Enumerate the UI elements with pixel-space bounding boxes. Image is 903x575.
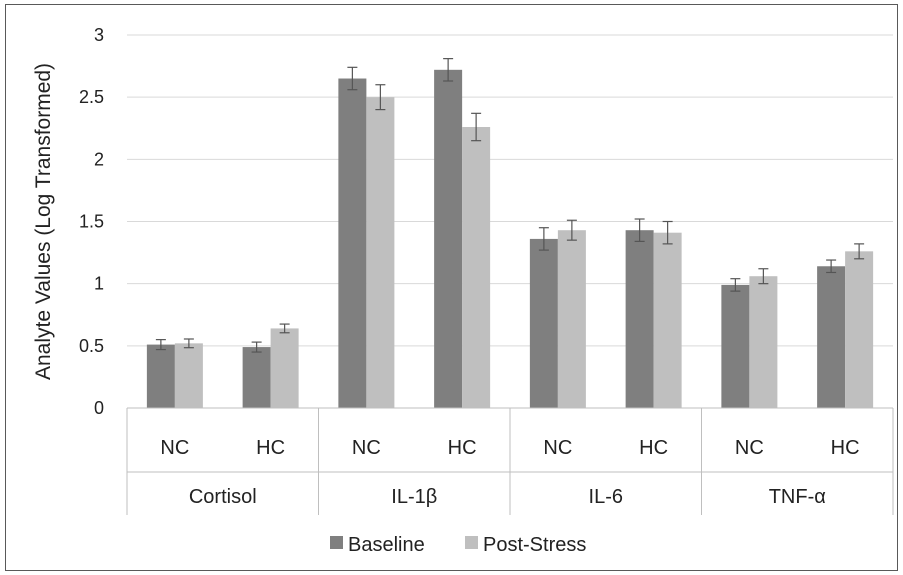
- x-category-label: HC: [448, 437, 477, 459]
- error-bar: [471, 112, 482, 142]
- y-tick-label: 0.5: [79, 336, 104, 356]
- x-group-label: Cortisol: [189, 486, 257, 508]
- error-bar: [758, 268, 769, 285]
- bars: [146, 69, 874, 409]
- error-bar: [826, 259, 837, 274]
- bar-baseline: [146, 344, 175, 408]
- bar-post-stress: [653, 232, 682, 408]
- x-category-label: NC: [735, 437, 764, 459]
- legend-label: Baseline: [348, 534, 425, 556]
- error-bar: [251, 341, 262, 353]
- error-bar: [375, 84, 386, 111]
- x-category-label: HC: [831, 437, 860, 459]
- error-bar: [662, 220, 673, 245]
- gridlines: [127, 34, 893, 347]
- bar-post-stress: [462, 127, 491, 409]
- y-tick-label: 0: [94, 398, 104, 418]
- x-category-label: NC: [352, 437, 381, 459]
- bar-baseline: [817, 266, 846, 408]
- x-category-label: HC: [639, 437, 668, 459]
- bar-post-stress: [270, 328, 299, 408]
- error-bar: [279, 323, 290, 334]
- bar-post-stress: [557, 230, 586, 408]
- y-axis-ticks: 0 0.5 1 1.5 2 2.5 3: [79, 25, 104, 418]
- y-axis-title: Analyte Values (Log Transformed): [32, 63, 55, 380]
- y-tick-label: 1.5: [79, 212, 104, 232]
- error-bars: [155, 58, 865, 353]
- error-bar: [347, 66, 358, 91]
- error-bar: [730, 278, 741, 292]
- bar-baseline: [434, 69, 463, 409]
- legend: Baseline Post-Stress: [330, 534, 586, 556]
- error-bar: [443, 58, 454, 82]
- bar-baseline: [529, 238, 558, 408]
- bar-baseline: [625, 230, 654, 408]
- bar-baseline: [242, 347, 271, 408]
- bar-post-stress: [749, 276, 778, 408]
- bar-post-stress: [366, 97, 395, 409]
- bar-post-stress: [845, 251, 874, 408]
- x-category-label: HC: [256, 437, 285, 459]
- y-tick-label: 1: [94, 274, 104, 294]
- x-group-label: IL-1β: [391, 486, 437, 508]
- y-tick-label: 2: [94, 149, 104, 169]
- y-tick-label: 3: [94, 25, 104, 45]
- y-tick-label: 2.5: [79, 87, 104, 107]
- error-bar: [566, 219, 577, 241]
- error-bar: [634, 218, 645, 242]
- bar-baseline: [338, 78, 367, 409]
- x-group-label: TNF-α: [769, 486, 826, 508]
- error-bar: [183, 338, 194, 349]
- x-category-label: NC: [543, 437, 572, 459]
- x-category-label: NC: [160, 437, 189, 459]
- legend-swatch: [465, 536, 478, 549]
- legend-swatch: [330, 536, 343, 549]
- legend-label: Post-Stress: [483, 534, 586, 556]
- error-bar: [854, 243, 865, 260]
- error-bar: [538, 227, 549, 251]
- bar-baseline: [721, 284, 750, 408]
- error-bar: [155, 339, 166, 351]
- bar-post-stress: [174, 343, 203, 408]
- x-axis: NC HC Cortisol NC HC IL-1β NC HC IL-6 NC HC TNF-α: [126, 407, 894, 515]
- x-group-label: IL-6: [589, 486, 623, 508]
